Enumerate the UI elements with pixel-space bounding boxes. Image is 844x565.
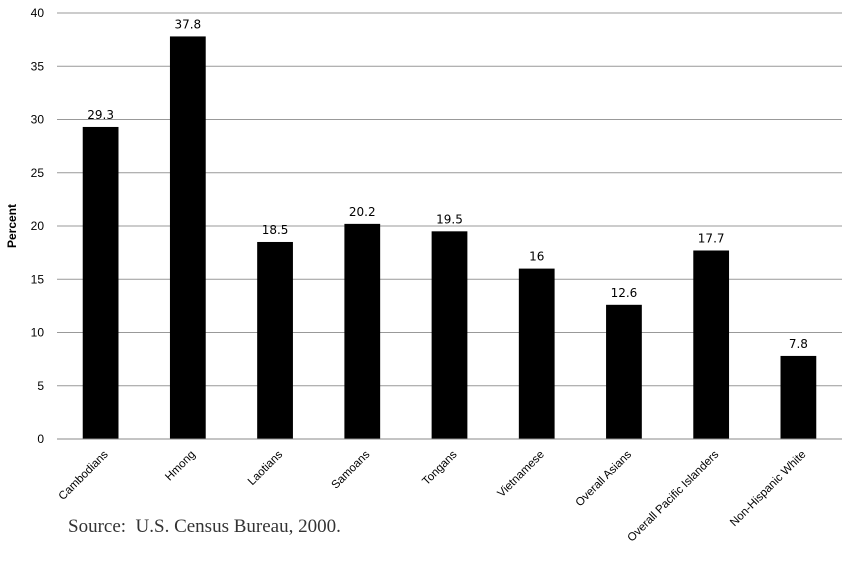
- data-label: 7.8: [789, 337, 808, 351]
- x-tick-label: Vietnamese: [496, 449, 547, 500]
- data-label: 29.3: [87, 108, 114, 122]
- bar-non-hispanic-white: [780, 355, 817, 439]
- y-tick-label: 0: [37, 432, 44, 446]
- x-tick-label: Tongans: [420, 448, 459, 487]
- data-label: 20.2: [349, 205, 376, 219]
- bar-overall-pacific-islanders: [693, 250, 730, 439]
- data-label: 12.6: [611, 286, 638, 300]
- x-tick-label: Cambodians: [57, 448, 111, 502]
- y-axis-label: Percent: [5, 204, 19, 248]
- bar-vietnamese: [518, 268, 555, 439]
- x-tick-label: Samoans: [330, 448, 373, 491]
- y-tick-label: 5: [37, 379, 44, 393]
- data-label: 16: [529, 250, 544, 264]
- x-tick-label: Laotians: [246, 448, 285, 487]
- bar-laotians: [257, 241, 293, 439]
- y-tick-label: 40: [31, 6, 45, 20]
- y-axis-ticks: 0 5 10 15 20 25 30 35 40: [31, 6, 45, 446]
- x-tick-label: Hmong: [163, 449, 198, 484]
- data-label: 18.5: [262, 223, 289, 237]
- data-labels: 29.3 37.8 18.5 20.2 19.5 16 12.6 17.7 7.8: [87, 17, 808, 351]
- x-tick-label: Overall Pacific Islanders: [626, 448, 722, 544]
- data-label: 19.5: [436, 212, 463, 226]
- data-label: 17.7: [698, 231, 725, 245]
- bar-tongans: [431, 231, 468, 439]
- data-label: 37.8: [174, 17, 201, 31]
- y-tick-label: 10: [31, 326, 45, 340]
- y-tick-label: 25: [31, 166, 45, 180]
- bars: [82, 36, 817, 440]
- bar-hmong: [169, 36, 206, 440]
- x-tick-label: Overall Asians: [574, 448, 635, 509]
- y-tick-label: 35: [31, 59, 45, 73]
- source-note: Source: U.S. Census Bureau, 2000.: [68, 516, 341, 537]
- y-tick-label: 30: [31, 113, 45, 127]
- x-tick-label: Non-Hispanic White: [728, 449, 808, 529]
- bar-overall-asians: [606, 304, 642, 439]
- y-tick-label: 20: [31, 219, 45, 233]
- y-tick-label: 15: [31, 272, 45, 286]
- bar-cambodians: [82, 126, 119, 439]
- bar-samoans: [344, 223, 381, 439]
